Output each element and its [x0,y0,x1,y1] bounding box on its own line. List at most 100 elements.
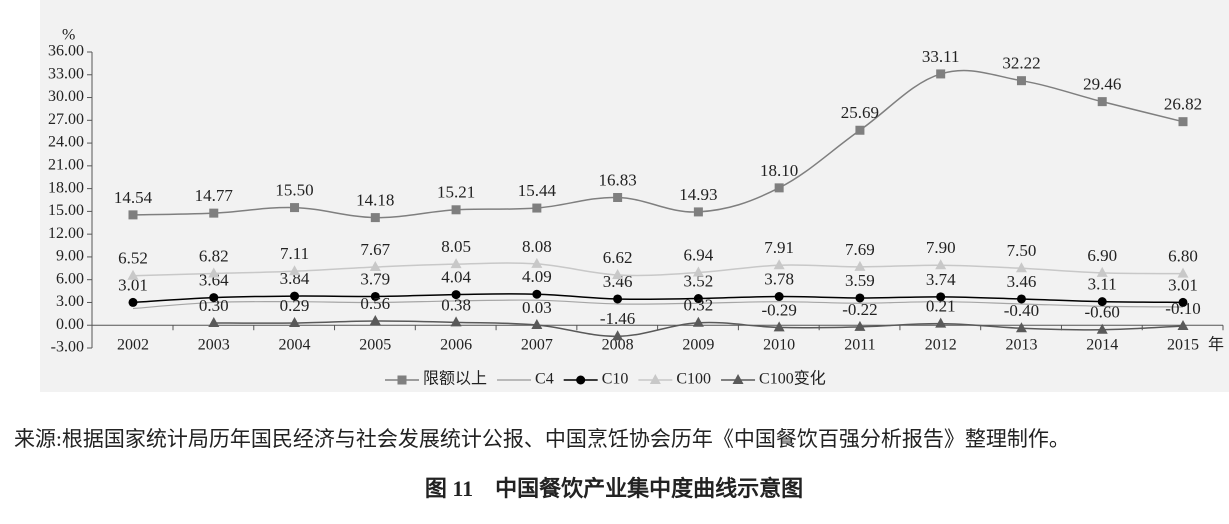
data-point [1178,297,1188,307]
x-tick-label: 2009 [682,337,714,354]
data-point [451,205,461,215]
data-label: 14.54 [114,188,153,207]
data-point [855,125,865,135]
data-point [773,259,785,270]
data-point [289,317,301,328]
y-tick-label: 27.00 [48,111,84,128]
data-label: 3.84 [280,269,310,288]
y-tick-label: 0.00 [56,316,84,333]
data-label: -0.60 [1085,303,1120,322]
data-point [1097,297,1107,307]
x-tick-label: 2008 [602,337,634,354]
data-point [1015,322,1027,333]
data-label: 15.50 [275,180,313,199]
data-point [450,316,462,327]
data-point [1097,97,1107,107]
y-tick-label: 21.00 [48,157,84,174]
data-label: 15.44 [518,181,557,200]
data-label: 4.09 [522,267,552,286]
data-label: 7.67 [360,240,390,259]
data-label: 0.32 [684,296,714,315]
y-tick-label: 30.00 [48,88,84,105]
data-point [1177,267,1189,278]
y-tick-label: 12.00 [48,225,84,242]
data-point [854,320,866,331]
data-point [1096,323,1108,334]
legend-label: C100变化 [759,370,826,388]
x-tick-label: 2002 [117,337,149,354]
data-label: 0.38 [441,295,471,314]
data-point [290,203,300,213]
data-point [693,294,703,304]
data-label: 8.05 [441,237,471,256]
y-tick-label: 15.00 [48,202,84,219]
data-point [613,192,623,202]
series-line [132,69,1184,219]
legend-marker [732,374,744,384]
data-label: 8.08 [522,237,552,256]
data-label: 3.01 [118,275,148,294]
data-label: 32.22 [1002,54,1040,73]
data-label: -0.40 [1004,301,1039,320]
x-tick-label: 2005 [359,337,391,354]
data-point [128,297,138,307]
data-point [855,293,865,303]
y-tick-label: 9.00 [56,248,84,265]
x-tick-label: 2015 [1167,337,1199,354]
data-point [854,260,866,271]
data-point [531,319,543,330]
data-label: 26.82 [1164,95,1202,114]
data-label: 6.80 [1168,247,1198,266]
data-label: 33.11 [922,47,960,66]
data-point [290,291,300,301]
data-point [208,316,220,327]
legend-label: C100 [676,371,711,388]
y-tick-label: 6.00 [56,270,84,287]
data-label: 7.11 [280,244,309,263]
x-tick-label: 2010 [763,337,795,354]
data-point [693,207,703,217]
data-point [1015,262,1027,273]
data-label: 14.93 [679,185,717,204]
x-tick-label: 2011 [844,337,875,354]
y-tick-label: 18.00 [48,179,84,196]
data-label: 4.04 [441,267,471,286]
data-point [692,316,704,327]
x-tick-label: 2014 [1086,337,1118,354]
data-point [1096,266,1108,277]
data-point [773,321,785,332]
data-label: 0.30 [199,296,229,315]
legend-label: 限额以上 [423,370,487,388]
data-point [289,265,301,276]
data-label: 25.69 [841,103,879,122]
data-point [935,317,947,328]
data-point [370,213,380,223]
data-label: 0.21 [926,297,956,316]
data-label: 3.74 [926,270,956,289]
data-point [613,294,623,304]
y-axis-label: % [62,27,75,44]
data-point [451,290,461,300]
data-point [209,208,219,218]
y-tick-label: 33.00 [48,65,84,82]
legend-marker [576,375,586,385]
data-point [1016,76,1026,86]
data-label: -1.46 [600,309,635,328]
data-label: 3.01 [1168,275,1198,294]
data-point [1178,117,1188,127]
data-point [369,261,381,272]
data-label: 3.78 [764,269,794,288]
chart-background [40,0,1229,392]
data-point [532,289,542,299]
series-line [132,262,1184,277]
x-tick-label: 2007 [521,337,553,354]
data-label: 6.90 [1087,246,1117,265]
data-label: 7.69 [845,240,875,259]
data-label: 29.46 [1083,75,1121,94]
data-label: 0.03 [522,298,552,317]
data-label: 14.18 [356,191,394,210]
data-point [450,258,462,269]
data-point [935,259,947,270]
x-tick-label: 2006 [440,337,472,354]
